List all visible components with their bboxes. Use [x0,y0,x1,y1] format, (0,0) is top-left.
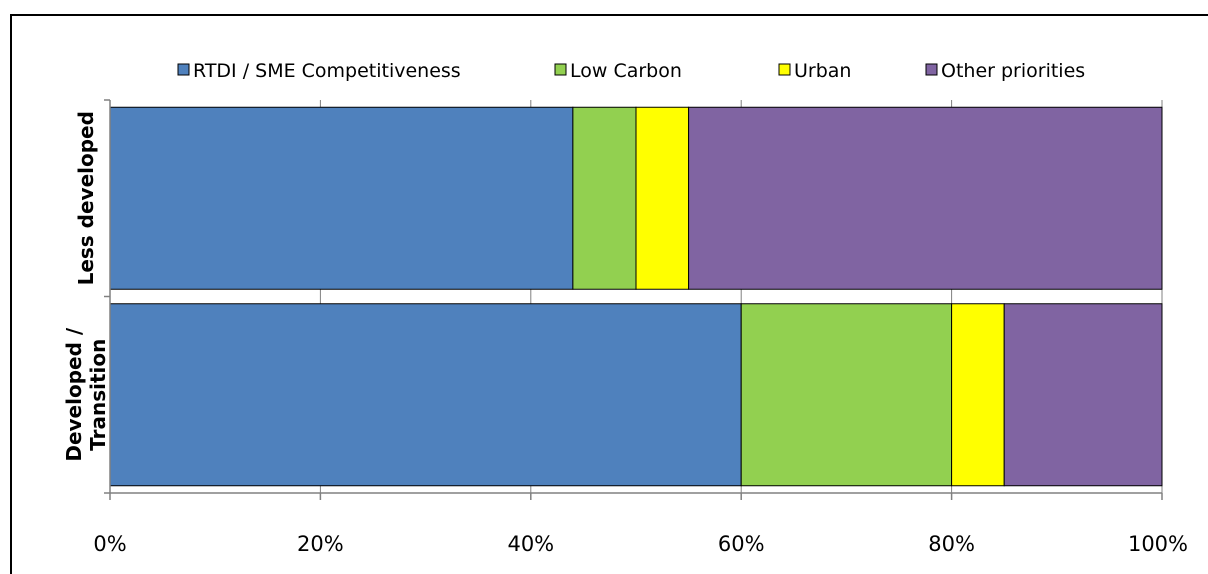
bar-segment [740,303,953,487]
legend-swatch [554,63,567,76]
legend-label: Low Carbon [570,60,682,82]
bar-segment [688,106,1163,290]
bar-segment [951,303,1005,487]
category-label-line: Transition [86,339,110,451]
legend-swatch [177,63,190,76]
category-label-line: Developed / [62,327,86,462]
bar-segment [1003,303,1163,487]
category-label: Less developed [74,111,98,285]
x-tick-label: 80% [928,532,975,556]
legend-swatch [925,63,938,76]
bar-segment [109,303,742,487]
category-label: Developed /Transition [62,327,110,462]
legend-label: Other priorities [941,60,1085,82]
bar-segment [109,106,574,290]
legend-label: Urban [794,60,851,82]
x-tick-label: 20% [297,532,344,556]
x-tick-label: 0% [93,532,126,556]
legend-label: RTDI / SME Competitiveness [193,60,461,82]
legend-swatch [778,63,791,76]
x-tick-label: 40% [507,532,554,556]
x-tick-label: 60% [718,532,765,556]
x-tick-label: 100% [1128,532,1188,556]
chart-frame [10,14,1208,574]
bar-segment [572,106,637,290]
category-label-line: Less developed [74,111,98,285]
bar-segment [635,106,690,290]
